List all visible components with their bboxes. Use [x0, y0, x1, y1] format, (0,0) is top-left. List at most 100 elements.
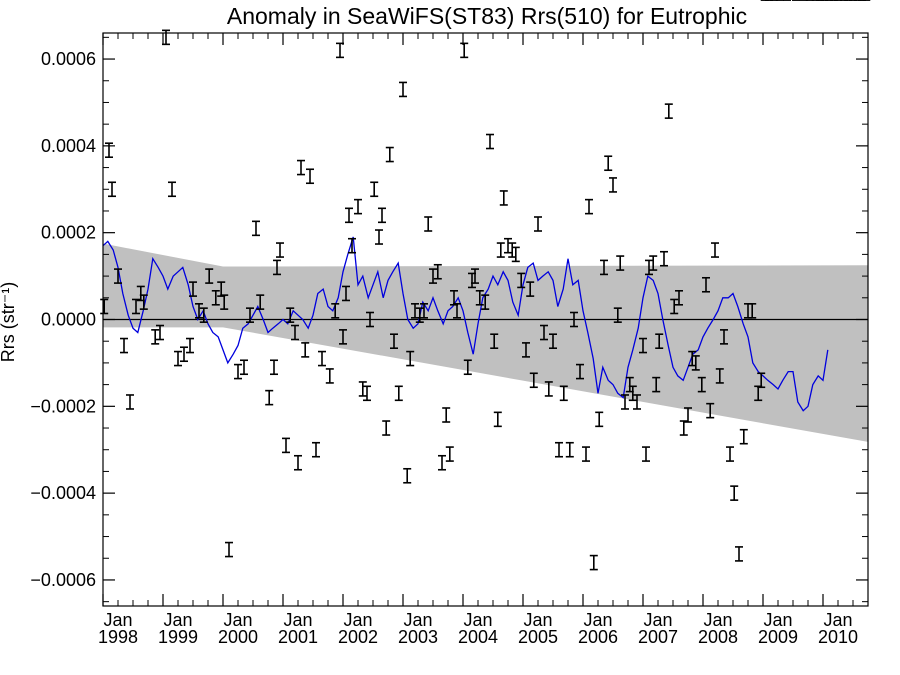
anomaly-point	[697, 376, 706, 393]
anomaly-point	[301, 342, 310, 358]
anomaly-point	[691, 355, 700, 371]
anomaly-point	[132, 298, 140, 315]
x-tick-month: Jan	[163, 610, 192, 630]
anomaly-point	[486, 133, 494, 150]
anomaly-point	[331, 303, 340, 319]
confidence-band-area	[103, 243, 868, 442]
x-tick-year: 2006	[578, 627, 618, 647]
anomaly-point	[490, 333, 499, 350]
anomaly-point	[453, 303, 461, 319]
x-tick-month: Jan	[403, 610, 432, 630]
anomaly-point	[526, 281, 535, 297]
anomaly-point	[715, 368, 724, 384]
x-tick-year: 2009	[758, 627, 798, 647]
anomaly-point	[670, 298, 679, 315]
anomaly-point	[445, 446, 454, 462]
x-tick-year: 2007	[638, 627, 678, 647]
anomaly-point	[205, 268, 214, 284]
anomaly-points	[100, 0, 871, 571]
anomaly-point	[570, 311, 578, 328]
anomaly-point	[358, 381, 367, 397]
anomaly-point	[613, 307, 622, 323]
anomaly-point	[189, 281, 197, 297]
anomaly-point	[336, 42, 344, 59]
anomaly-point	[433, 263, 442, 280]
anomaly-point	[325, 368, 334, 384]
anomaly-point	[582, 446, 590, 462]
chart-title: Anomaly in SeaWiFS(ST83) Rrs(510) for Eu…	[227, 3, 747, 29]
anomaly-point	[481, 294, 490, 310]
anomaly-point	[609, 177, 617, 193]
y-tick-label: −0.0002	[30, 396, 96, 416]
x-tick-month: Jan	[103, 610, 132, 630]
x-tick-year: 1999	[158, 627, 198, 647]
x-tick-month: Jan	[643, 610, 672, 630]
anomaly-point	[616, 255, 625, 271]
anomaly-point	[415, 307, 424, 323]
anomaly-point	[475, 289, 484, 306]
anomaly-point	[424, 216, 433, 232]
anomaly-point	[370, 181, 379, 198]
anomaly-point	[442, 407, 451, 423]
anomaly-point	[499, 190, 508, 206]
anomaly-point	[297, 159, 305, 176]
anomaly-point	[589, 554, 598, 571]
y-tick-label: 0.0000	[41, 310, 96, 330]
x-tick-year: 2005	[518, 627, 558, 647]
x-tick-month: Jan	[223, 610, 252, 630]
anomaly-point	[100, 298, 109, 315]
anomaly-point	[460, 42, 469, 59]
anomaly-point	[420, 303, 428, 319]
anomaly-point	[511, 246, 520, 263]
anomaly-point	[639, 337, 647, 354]
anomaly-point	[318, 350, 326, 367]
anomaly-point	[156, 324, 164, 341]
anomaly-point	[345, 207, 353, 224]
x-tick-month: Jan	[763, 610, 792, 630]
anomaly-point	[748, 303, 757, 319]
anomaly-point	[403, 467, 412, 484]
anomaly-point	[720, 329, 728, 345]
anomaly-point	[394, 385, 403, 402]
x-tick-month: Jan	[283, 610, 312, 630]
x-tick-year: 1998	[98, 627, 138, 647]
anomaly-point	[463, 359, 472, 376]
anomaly-point	[655, 333, 664, 350]
anomaly-point	[757, 372, 766, 389]
x-tick-year: 2002	[338, 627, 378, 647]
confidence-band	[103, 243, 868, 442]
anomaly-point	[628, 385, 637, 402]
anomaly-point	[294, 454, 302, 471]
anomaly-point	[730, 485, 739, 501]
anomaly-point	[529, 372, 538, 389]
anomaly-point	[549, 333, 557, 350]
anomaly-point	[348, 237, 356, 254]
anomaly-point	[265, 389, 274, 406]
anomaly-point	[240, 359, 248, 376]
anomaly-point	[273, 259, 281, 276]
anomaly-point	[339, 329, 347, 345]
anomaly-point	[399, 81, 407, 98]
anomaly-point	[585, 198, 593, 215]
anomaly-point	[522, 342, 530, 358]
smoothed-series-line	[102, 236, 829, 412]
anomaly-point	[151, 329, 160, 345]
anomaly-point	[306, 168, 314, 185]
anomaly-point	[534, 216, 542, 232]
x-tick-year: 2008	[698, 627, 738, 647]
y-tick-label: 0.0002	[41, 223, 96, 243]
x-tick-year: 2004	[458, 627, 498, 647]
anomaly-point	[706, 402, 715, 419]
x-tick-month: Jan	[343, 610, 372, 630]
anomaly-point	[225, 541, 233, 558]
anomaly-point	[645, 259, 653, 276]
anomaly-point	[186, 337, 194, 354]
anomaly-point	[220, 294, 229, 310]
anomaly-point	[576, 363, 584, 380]
anomaly-point	[493, 411, 502, 428]
anomaly-point	[621, 394, 629, 410]
x-tick-year: 2001	[278, 627, 318, 647]
y-tick-label: −0.0004	[30, 483, 96, 503]
anomaly-point	[544, 381, 553, 397]
